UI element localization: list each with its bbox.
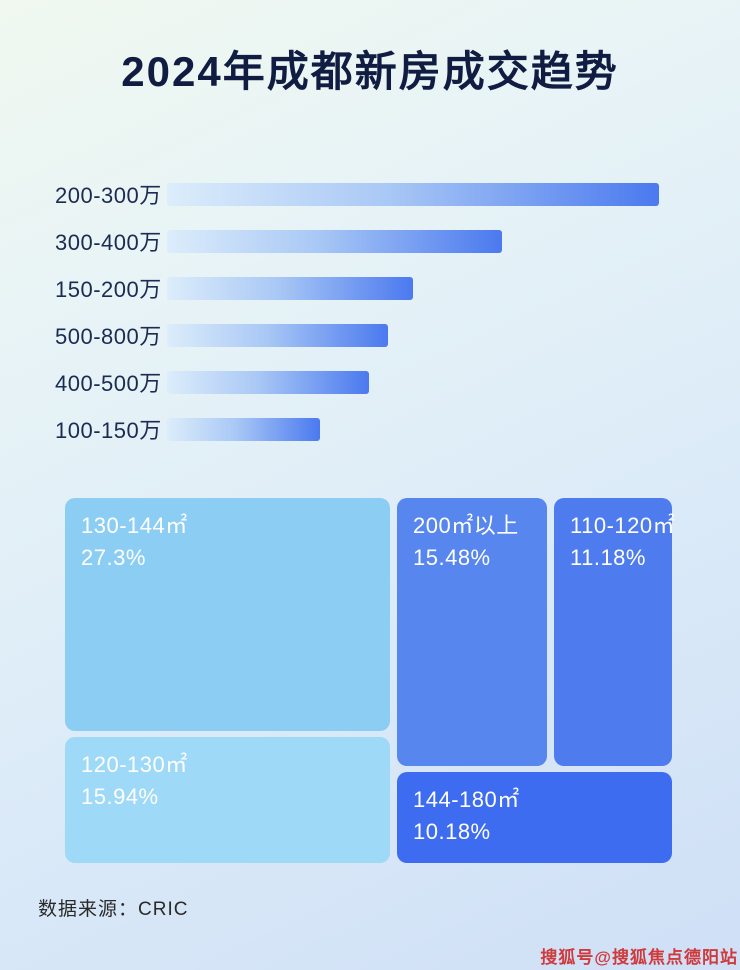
treemap-value: 15.48% [413, 544, 491, 570]
treemap-label: 144-180㎡ [413, 787, 520, 812]
bar-label: 300-400万 [55, 230, 162, 255]
treemap-box-130-144: 130-144㎡ 27.3% [65, 498, 390, 731]
treemap-label: 110-120㎡ [570, 513, 676, 538]
treemap-box-120-130: 120-130㎡ 15.94% [65, 737, 390, 863]
bar [167, 276, 413, 300]
bar-label: 400-500万 [55, 371, 162, 396]
bar-track [167, 182, 659, 206]
treemap-value: 27.3% [81, 544, 146, 570]
treemap-label: 130-144㎡ [81, 513, 188, 538]
bar-track [167, 370, 659, 394]
treemap-value: 11.18% [570, 544, 646, 570]
treemap-value: 10.18% [413, 818, 491, 844]
bar-label: 200-300万 [55, 183, 162, 208]
treemap-label: 120-130㎡ [81, 752, 188, 777]
bar-row: 500-800万 [55, 323, 685, 349]
bar-row: 100-150万 [55, 417, 685, 443]
page-title: 2024年成都新房成交趋势 [121, 48, 619, 95]
treemap: 130-144㎡ 27.3% 120-130㎡ 15.94% 200㎡以上 15… [65, 498, 676, 863]
treemap-box-200-plus: 200㎡以上 15.48% [397, 498, 547, 766]
bar-track [167, 276, 659, 300]
bar [167, 323, 389, 347]
bar [167, 182, 659, 206]
bar-row: 150-200万 [55, 276, 685, 302]
treemap-box-144-180: 144-180㎡ 10.18% [397, 772, 672, 863]
bar-row: 400-500万 [55, 370, 685, 396]
bar-track [167, 323, 659, 347]
treemap-box-110-120: 110-120㎡ 11.18% [554, 498, 676, 766]
bar-label: 100-150万 [55, 418, 162, 443]
bar-row: 200-300万 [55, 182, 685, 208]
data-source: 数据来源：CRIC [38, 899, 189, 920]
bar-track [167, 229, 659, 253]
treemap-value: 15.94% [81, 783, 159, 809]
treemap-label: 200㎡以上 [413, 513, 519, 538]
bar-chart: 200-300万 300-400万 150-200万 500-800万 400- [55, 182, 685, 464]
bar-label: 150-200万 [55, 277, 162, 302]
bar-row: 300-400万 [55, 229, 685, 255]
bar-track [167, 417, 659, 441]
watermark: 搜狐号@搜狐焦点德阳站 [540, 948, 738, 967]
bar [167, 370, 369, 394]
bar-label: 500-800万 [55, 324, 162, 349]
bar [167, 417, 320, 441]
bar [167, 229, 502, 253]
